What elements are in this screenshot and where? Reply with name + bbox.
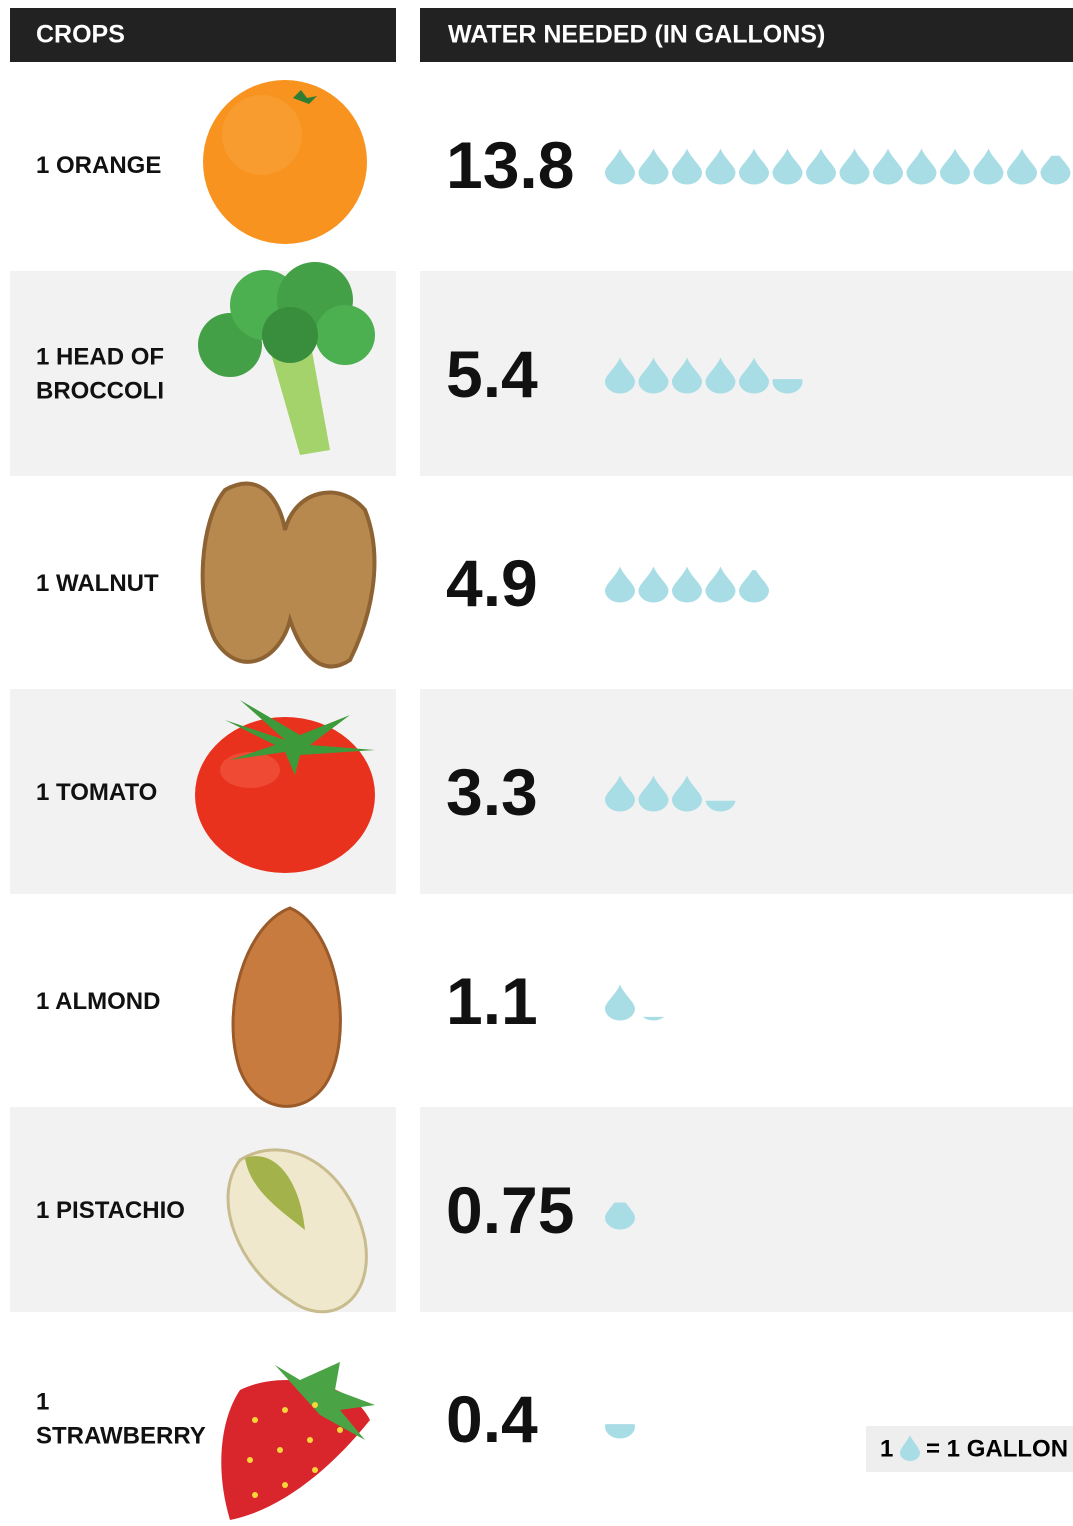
strawberry-icon xyxy=(221,1362,375,1520)
drop xyxy=(605,1403,635,1439)
drop xyxy=(873,149,903,185)
drop-group xyxy=(605,149,1071,185)
value-label: 3.3 xyxy=(446,755,538,829)
drop xyxy=(739,567,769,603)
drop xyxy=(605,985,635,1021)
value-label: 1.1 xyxy=(446,964,538,1038)
drop xyxy=(639,567,669,603)
legend-text: = 1 GALLON xyxy=(926,1435,1068,1462)
crop-label: 1 TOMATO xyxy=(36,779,157,806)
chart: CROPS WATER NEEDED (IN GALLONS) 1 = 1 GA… xyxy=(0,0,1073,1526)
drop-group xyxy=(605,1403,635,1439)
drop xyxy=(773,149,803,185)
value-label: 4.9 xyxy=(446,546,538,620)
drop xyxy=(639,149,669,185)
value-label: 0.75 xyxy=(446,1173,574,1247)
crop-label: 1 PISTACHIO xyxy=(36,1197,185,1224)
header-crops: CROPS xyxy=(36,21,125,49)
drop xyxy=(605,567,635,603)
drop xyxy=(1041,149,1071,185)
drop xyxy=(940,149,970,185)
drop xyxy=(1007,149,1037,185)
drop xyxy=(706,149,736,185)
value-label: 13.8 xyxy=(446,128,574,202)
crop-label: 1 WALNUT xyxy=(36,570,159,597)
drop xyxy=(672,567,702,603)
row-backgrounds xyxy=(10,271,1073,1312)
header-water: WATER NEEDED (IN GALLONS) xyxy=(448,21,825,49)
drop-group xyxy=(605,985,669,1021)
page: CROPS WATER NEEDED (IN GALLONS) 1 = 1 GA… xyxy=(0,0,1073,1526)
walnut-icon xyxy=(203,484,375,667)
drop xyxy=(974,149,1004,185)
drop xyxy=(639,985,669,1021)
value-label: 0.4 xyxy=(446,1382,538,1456)
orange-icon xyxy=(203,80,367,244)
legend-count: 1 xyxy=(880,1435,893,1462)
drop xyxy=(739,149,769,185)
drop xyxy=(806,149,836,185)
value-label: 5.4 xyxy=(446,337,538,411)
drop xyxy=(706,567,736,603)
drop-group xyxy=(605,567,769,603)
drop xyxy=(672,149,702,185)
crop-label: 1 ALMOND xyxy=(36,988,160,1015)
crop-label: 1 ORANGE xyxy=(36,152,161,179)
drop xyxy=(840,149,870,185)
almond-icon xyxy=(233,908,340,1106)
drop xyxy=(907,149,937,185)
drop xyxy=(605,149,635,185)
